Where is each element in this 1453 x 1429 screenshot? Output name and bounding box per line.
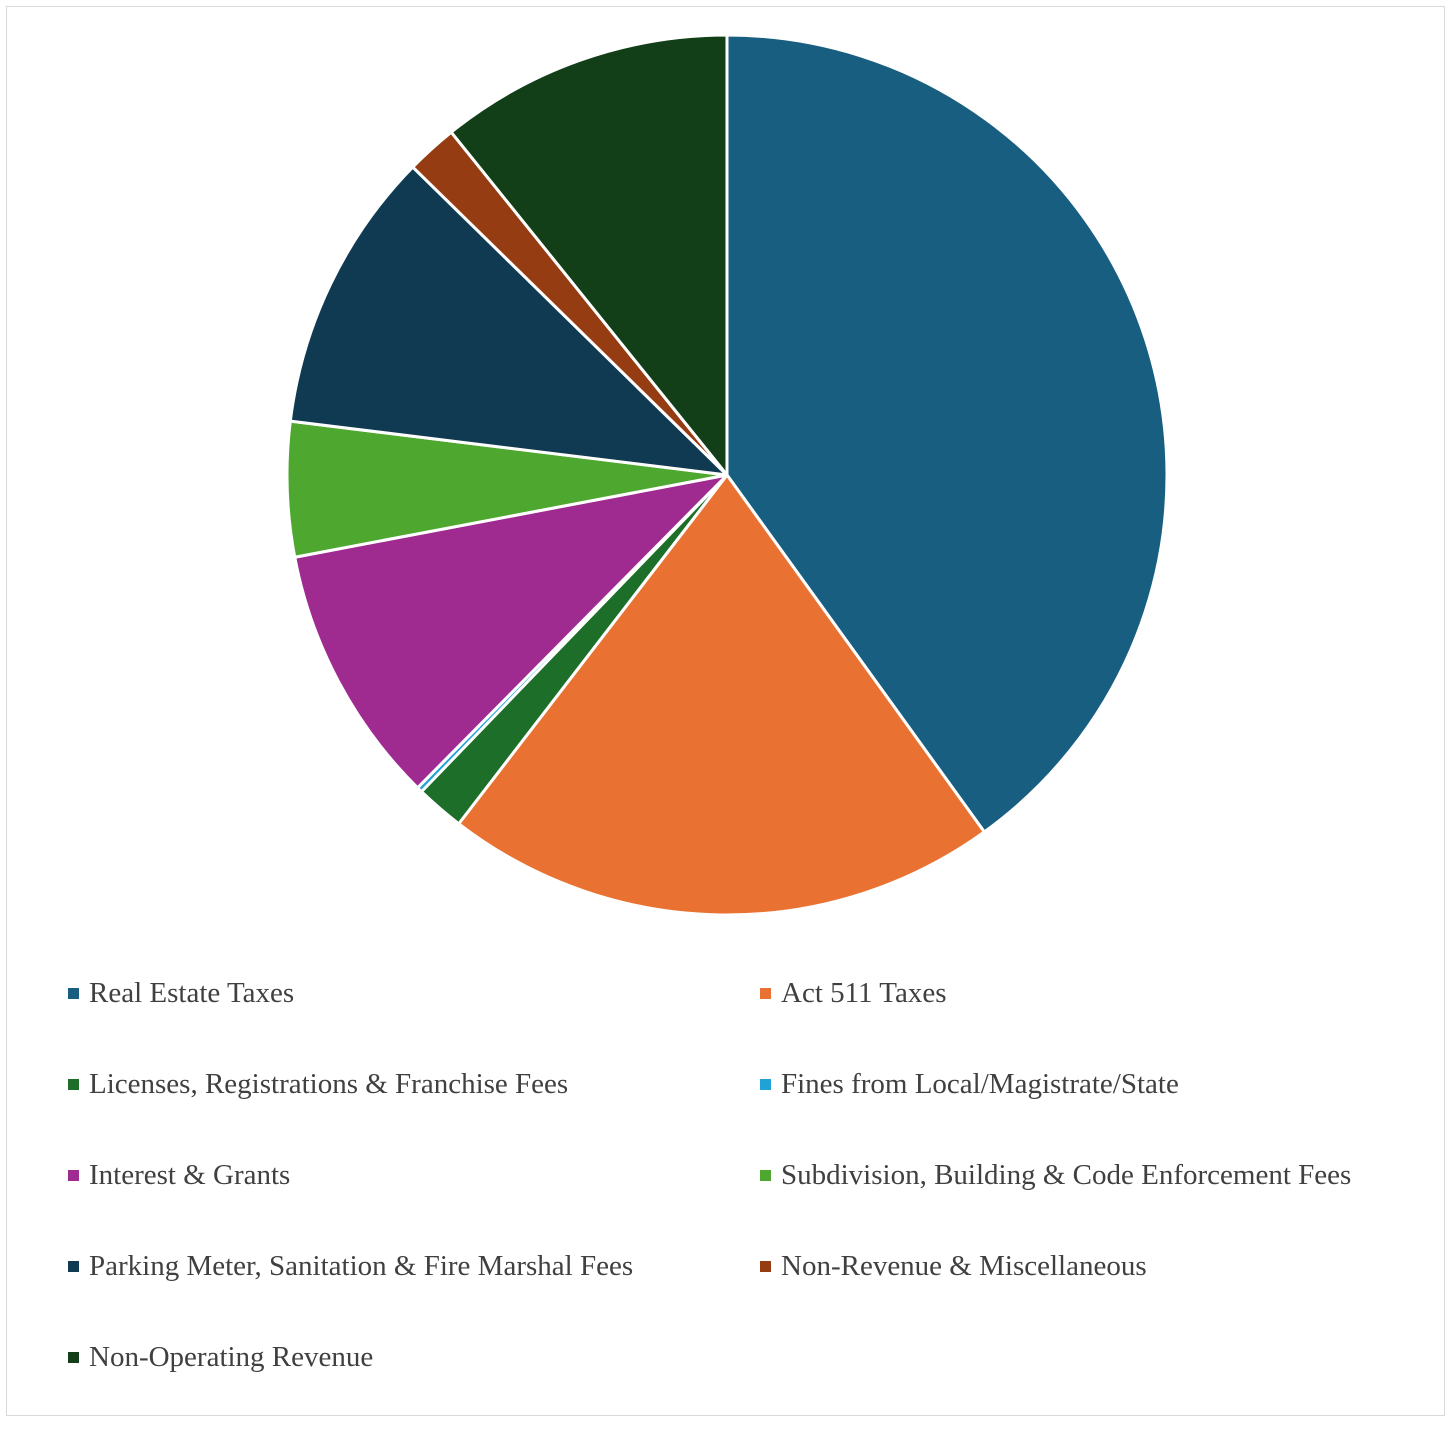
legend-swatch (760, 1169, 771, 1181)
legend-swatch (68, 1169, 79, 1181)
legend-swatch (68, 987, 79, 999)
legend-label: Non-Operating Revenue (89, 1340, 374, 1373)
legend-label: Parking Meter, Sanitation & Fire Marshal… (89, 1249, 634, 1282)
legend-item: Licenses, Registrations & Franchise Fees (68, 1065, 760, 1103)
legend-label: Act 511 Taxes (781, 976, 947, 1009)
legend-item: Real Estate Taxes (68, 974, 760, 1012)
legend-item: Interest & Grants (68, 1156, 760, 1194)
legend-swatch (760, 1078, 771, 1090)
legend-label: Fines from Local/Magistrate/State (781, 1067, 1179, 1100)
legend-item: Non-Revenue & Miscellaneous (760, 1247, 1420, 1285)
legend-label: Interest & Grants (89, 1158, 291, 1191)
pie-slice-1 (457, 473, 986, 917)
legend-swatch (68, 1260, 79, 1272)
legend-label: Real Estate Taxes (89, 976, 295, 1009)
legend-item: Act 511 Taxes (760, 974, 1420, 1012)
legend-swatch (68, 1078, 79, 1090)
pie-slice-4 (293, 473, 729, 790)
pie-slice-6 (288, 165, 729, 477)
pie-chart (285, 33, 1169, 917)
legend-item: Subdivision, Building & Code Enforcement… (760, 1156, 1420, 1194)
legend-swatch (760, 1260, 771, 1272)
pie-slice-8 (449, 33, 729, 477)
legend-swatch (68, 1351, 79, 1363)
pie-slice-0 (725, 33, 1169, 834)
legend-item: Non-Operating Revenue (68, 1338, 760, 1376)
legend-label: Non-Revenue & Miscellaneous (781, 1249, 1147, 1282)
legend-swatch (760, 987, 771, 999)
legend-item: Parking Meter, Sanitation & Fire Marshal… (68, 1247, 760, 1285)
chart-legend: Real Estate Taxes Act 511 Taxes Licenses, … (68, 974, 1438, 1429)
legend-label: Subdivision, Building & Code Enforcement… (781, 1158, 1352, 1191)
legend-label: Licenses, Registrations & Franchise Fees (89, 1067, 569, 1100)
legend-item: Fines from Local/Magistrate/State (760, 1065, 1420, 1103)
